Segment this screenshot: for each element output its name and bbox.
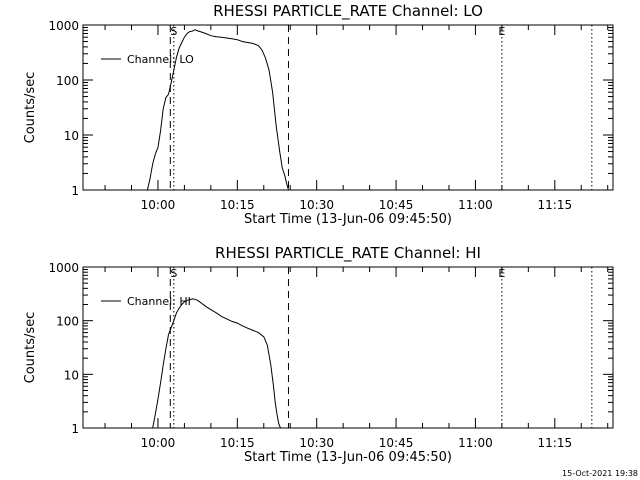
x-tick-label: 11:00 [458,198,493,212]
x-tick-label: 11:00 [458,436,493,450]
x-tick-label: 10:00 [141,436,176,450]
y-tick-label: 1 [71,184,79,198]
y-tick-label: 100 [56,74,79,88]
y-axis-label: Counts/sec [23,72,38,144]
plot-frame [82,24,614,191]
chart-title: RHESSI PARTICLE_RATE Channel: HI [215,244,481,263]
x-axis-label: Start Time (13-Jun-06 09:45:50) [244,212,452,227]
marker-label: E [498,267,505,280]
x-tick-label: 10:00 [141,198,176,212]
y-tick-label: 1 [71,422,79,436]
x-tick-label: 10:30 [299,436,334,450]
x-tick-label: 10:45 [379,198,414,212]
series-line [146,29,289,191]
x-tick-label: 11:15 [538,198,573,212]
y-tick-label: 10 [64,368,79,382]
x-axis-label: Start Time (13-Jun-06 09:45:50) [244,450,452,465]
y-tick-label: 1000 [48,261,79,275]
legend-label: Channel: HI [127,295,191,308]
x-tick-label: 11:15 [538,436,573,450]
marker-label: S [170,25,177,38]
x-tick-label: 10:30 [299,198,334,212]
y-tick-label: 1000 [48,19,79,33]
plot-frame [82,266,614,429]
y-tick-label: 100 [56,315,79,329]
y-axis-label: Counts/sec [23,312,38,384]
chart-panel-lo: RHESSI PARTICLE_RATE Channel: LO 1 10 100 10… [23,2,614,227]
marker-label: S [170,267,177,280]
marker-label: E [498,25,505,38]
legend-label: Channel: LO [127,53,194,66]
footer-timestamp: 15-Oct-2021 19:38 [562,469,638,478]
y-tick-label: 10 [64,129,79,143]
chart-panel-hi: RHESSI PARTICLE_RATE Channel: HI 1 10 100 10… [23,244,614,465]
series-line [152,298,281,429]
x-tick-label: 10:15 [220,436,255,450]
chart-title: RHESSI PARTICLE_RATE Channel: LO [213,2,483,21]
x-tick-label: 10:45 [379,436,414,450]
x-tick-label: 10:15 [220,198,255,212]
